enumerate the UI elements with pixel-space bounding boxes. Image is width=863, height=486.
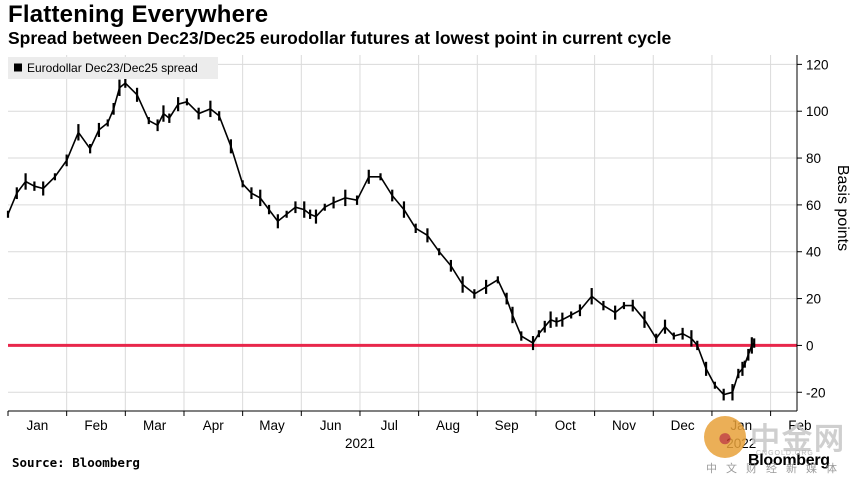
x-tick-label: Aug [436,418,460,433]
y-tick-label: 120 [806,57,829,72]
x-tick-label: Feb [788,418,811,433]
x-tick-label: Sep [495,418,519,433]
y-axis-title: Basis points [834,165,851,251]
series-layer [6,78,756,401]
x-tick-label: Mar [143,418,167,433]
legend-background [8,57,218,79]
x-tick-label: Oct [555,418,576,433]
x-tick-label: Feb [84,418,107,433]
x-tick-label: Jan [26,418,48,433]
y-tick-label: 100 [806,104,829,119]
watermark-emblem-icon: ● [704,416,746,458]
x-tick-label: Jul [381,418,398,433]
x-tick-label: Jun [320,418,342,433]
x-tick-label: May [259,418,285,433]
axis-layer: -20 0 20 40 60 80 100 120 Jan Feb Mar Apr May Jun Jul A… [7,55,851,451]
y-tick-label: 20 [806,292,821,307]
watermark: ● 中金网 CNGOLD.ORG 中文财经新媒体 [704,414,854,478]
x-tick-label: Apr [203,418,225,433]
y-tick-label: 40 [806,245,821,260]
watermark-tagline: 中文财经新媒体 [706,462,846,475]
x-tick-label: Nov [612,418,636,433]
source-note: Source: Bloomberg [12,455,140,470]
chart-subtitle: Spread between Dec23/Dec25 eurodollar fu… [8,28,672,48]
grid-layer [8,55,797,411]
spread-series-line [7,82,755,396]
watermark-url: CNGOLD.ORG [756,450,814,457]
legend-label: Eurodollar Dec23/Dec25 spread [27,61,198,75]
year-label: 2021 [345,436,375,451]
legend-swatch [14,63,22,72]
watermark-logo: 中金网 [750,422,846,457]
x-tick-label: Dec [671,418,695,433]
chart-title: Flattening Everywhere [8,1,269,28]
y-tick-label: 0 [806,338,814,353]
y-tick-label: 60 [806,198,821,213]
y-tick-label: 80 [806,151,821,166]
bloomberg-logo: Bloomberg [748,452,830,469]
y-tick-label: -20 [806,385,826,400]
legend: Eurodollar Dec23/Dec25 spread [8,57,218,79]
